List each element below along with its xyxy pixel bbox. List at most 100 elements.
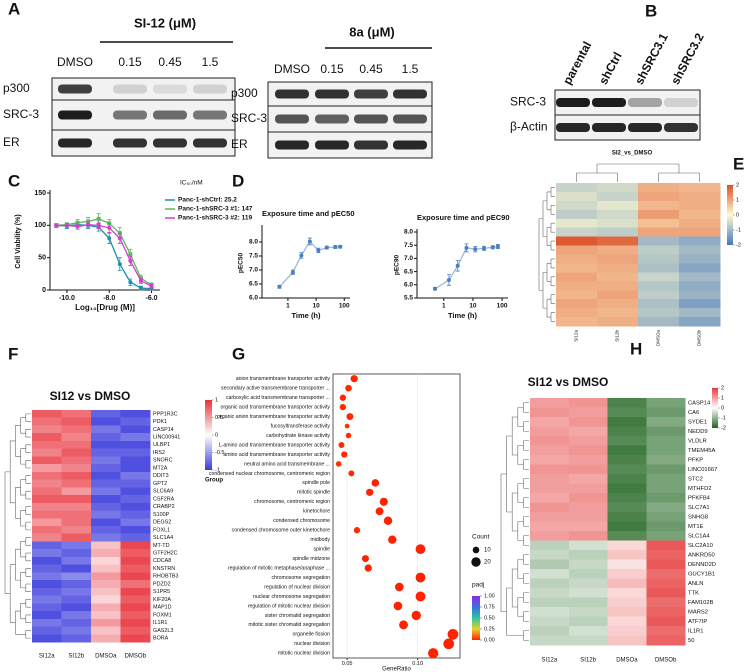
heatmap-cell [646,493,686,503]
y-axis-label: pEC90 [394,255,401,276]
heatmap-cell [530,493,570,503]
dot [375,507,384,516]
dot [388,535,397,544]
heatmap-cell [568,521,608,532]
heatmap-cell [61,572,92,581]
heatmap-cell [530,588,570,598]
heatmap-cell [61,595,92,604]
row-label: SLC1A4 [688,533,710,539]
heatmap-cell [556,227,598,237]
data-point [333,245,338,250]
row-label: PDZD2 [153,581,171,587]
x-axis-label: Log₁₀[Drug (M)] [75,303,135,312]
data-point [473,247,478,252]
heatmap-cell [597,200,639,211]
heatmap-cell [530,569,570,579]
x-tick-label: 10 [312,303,320,310]
heatmap-cell [91,495,121,504]
heatmap-cell [91,417,121,426]
heatmap-cell [530,426,570,437]
heatmap-cell [646,626,686,636]
heatmap-cell [646,426,686,437]
row-label: KIF20A [153,597,171,603]
heatmap-cell [646,417,686,427]
blot-row-label: β-Actin [510,120,548,134]
heatmap-cell [568,426,608,437]
data-point [86,219,91,224]
heatmap-cell [679,200,721,211]
dot [361,555,369,563]
row-label: S100P [153,512,170,518]
heatmap-cell [568,607,608,617]
heatmap-cell [61,510,92,519]
heatmap-cell [32,487,62,496]
heatmap-cell [638,254,680,264]
row-label: MT-TD [153,543,170,549]
heatmap-cell [61,564,92,573]
heatmap-cell [120,618,151,627]
blot-band [664,123,698,132]
heatmap-cell [607,426,647,437]
heatmap-cell [638,308,680,318]
row-label: RHOBTB3 [153,574,178,580]
row-label: KNSTRN [153,566,175,572]
category-label: L-amino acid transmembrane transporter a… [219,442,331,448]
heatmap-cell [91,618,121,627]
dot [415,572,426,583]
heatmap-cell [638,272,680,282]
row-label: FOXL1 [153,527,170,533]
heatmap-cell [556,281,598,291]
blot-lane-label: 0.15 [320,62,344,76]
heatmap-cell [120,541,151,550]
blot-lane-label: 1.5 [202,55,219,69]
heatmap-cell [607,616,647,627]
dot [379,497,388,506]
y-tick-label: 6.0 [404,282,413,289]
heatmap-cell [568,578,608,589]
heatmap-cell [607,521,647,532]
heatmap-cell [120,580,151,589]
heatmap-cell [568,569,608,579]
data-point [96,216,101,221]
y-tick-label: 6.5 [249,281,258,288]
heatmap-cell [61,495,92,504]
heatmap-cell [638,299,680,309]
dendrogram [576,163,700,182]
y-tick-label: 7.0 [249,267,258,274]
heatmap-cell [646,540,686,551]
data-point [138,278,143,283]
dot [443,638,455,650]
heatmap-cell [568,635,608,646]
y-tick-label: 0 [42,287,46,294]
row-label: GUCY1B1 [688,571,715,577]
heatmap-cell [32,634,62,643]
category-label: fucosyltransferase activity [271,423,331,429]
blot-band [153,110,187,120]
row-label: IL1R1 [153,620,167,626]
category-label: mitotic sister chromatid segregation [248,622,330,628]
heatmap-cell [91,510,121,519]
heatmap-cell [679,299,721,309]
heatmap-cell [530,483,570,494]
heatmap-cell [638,200,680,211]
colorbar-label: 0.5 [215,415,223,421]
heatmap-cell [32,603,62,612]
heatmap-cell [120,510,151,519]
panel-label: A [8,0,20,18]
heatmap-cell [91,572,121,581]
heatmap-cell [32,502,62,511]
heatmap-cell [32,510,62,519]
heatmap-cell [91,479,121,488]
panel-label: F [8,344,18,363]
data-point [338,244,343,249]
heatmap-cell [61,587,92,596]
heatmap-cell [120,456,151,465]
plot-frame [332,373,461,659]
legend-title: Count [472,534,490,541]
heatmap-cell [607,502,647,513]
colorbar-label: 0 [721,405,724,411]
heatmap-cell [61,618,92,627]
heatmap-cell [568,502,608,513]
heatmap-cell [597,263,639,273]
